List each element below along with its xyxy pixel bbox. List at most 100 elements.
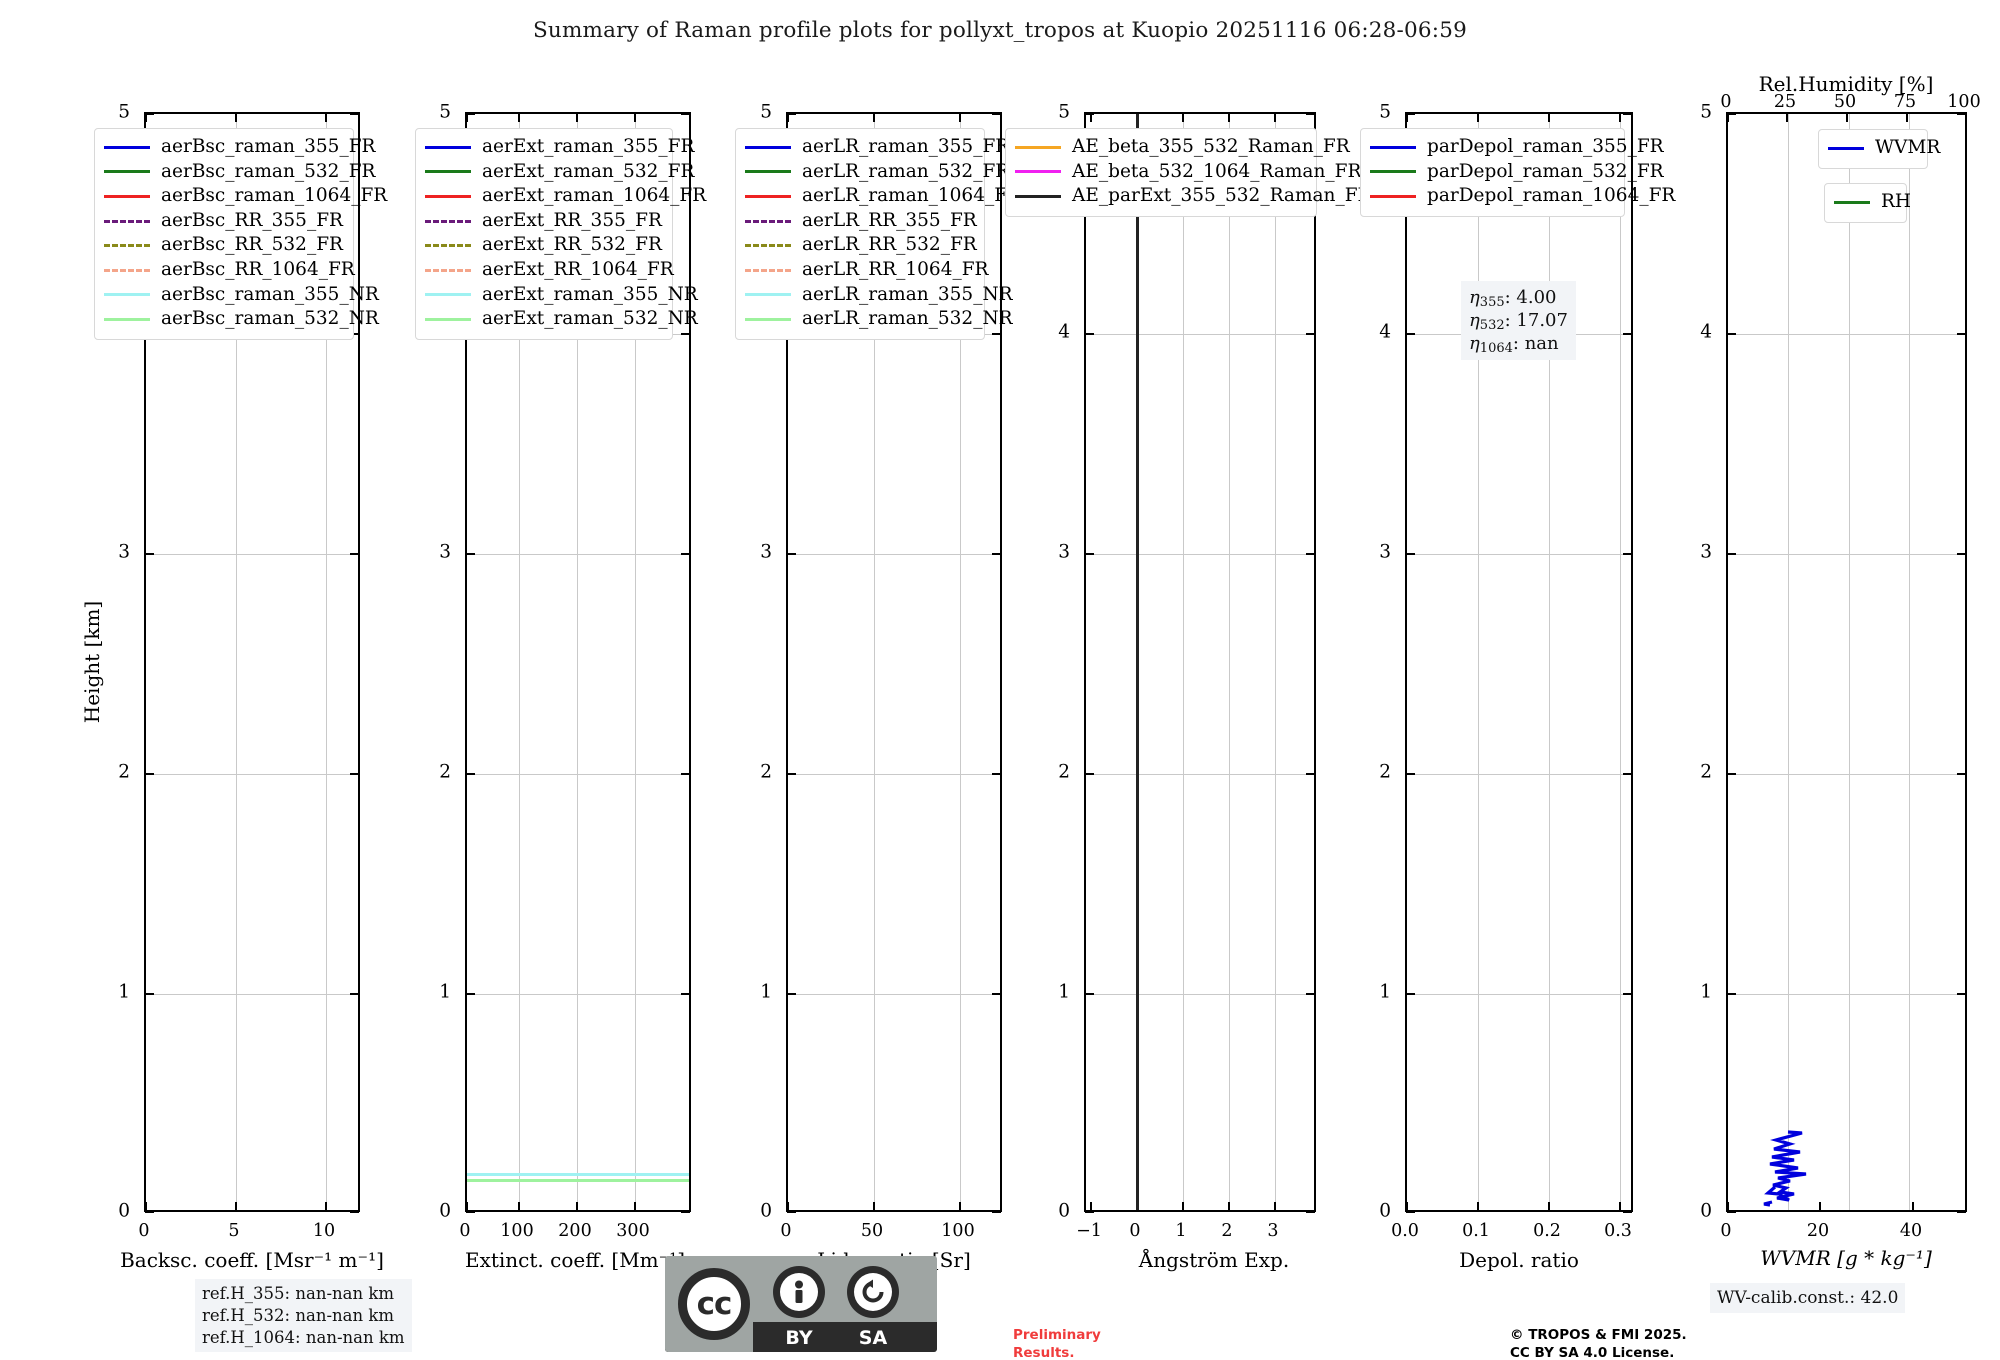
gridline [1086,994,1314,995]
legend-label: aerLR_RR_532_FR [802,234,977,256]
x-tick [1619,113,1621,122]
y-tick-label: 3 [439,541,451,563]
x-tick-label: 0 [1720,1221,1732,1241]
y-tick [1957,113,1966,115]
gridline [146,774,358,775]
legend-item[interactable]: aerExt_raman_532_NR [425,307,698,332]
y-tick [1306,1211,1315,1213]
legend-label: aerBsc_RR_355_FR [161,209,343,231]
x-tick [1406,113,1408,122]
y-tick [1623,773,1632,775]
y-tick [350,333,359,335]
y-tick-label: 1 [1379,981,1391,1003]
wv-calib-box: WV-calib.const.: 42.0 [1710,1283,1906,1314]
legend-angstrom[interactable]: AE_beta_355_532_Raman_FR AE_beta_532_106… [1005,128,1371,217]
legend-item[interactable]: RH [1834,190,1911,215]
y-tick-label: 3 [1058,541,1070,563]
legend-depol-ratio[interactable]: parDepol_raman_355_FR parDepol_raman_532… [1360,128,1675,217]
y-tick [1085,773,1094,775]
legend-item[interactable]: aerBsc_RR_532_FR [104,233,344,258]
legend-backscatter[interactable]: aerBsc_raman_355_FR aerBsc_raman_532_FR … [94,128,387,340]
rh-tick [1906,113,1908,122]
x-tick [1819,1202,1821,1211]
legend-label: aerLR_raman_1064_FR [802,185,1021,207]
x-tick-label: 0 [459,1221,471,1241]
legend-item[interactable]: aerBsc_raman_355_NR [104,283,379,308]
legend-item[interactable]: aerExt_raman_355_FR [425,135,694,160]
legend-lidar-ratio[interactable]: aerLR_raman_355_FR aerLR_raman_532_FR ae… [735,128,1021,340]
legend-rh[interactable]: RH [1824,183,1911,223]
x-tick [1228,1202,1230,1211]
y-tick [1406,333,1415,335]
legend-item[interactable]: WVMR [1828,136,1940,161]
legend-item[interactable]: aerExt_raman_355_NR [425,283,698,308]
gridline [1788,114,1789,1210]
legend-label: aerExt_raman_532_FR [482,160,695,182]
sa-share-alike-icon [847,1266,899,1318]
gridline [146,554,358,555]
y-tick-label: 3 [1379,541,1391,563]
y-tick-label: 1 [439,981,451,1003]
legend-item[interactable]: aerExt_RR_355_FR [425,209,663,234]
legend-item[interactable]: aerBsc_raman_532_NR [104,307,379,332]
legend-item[interactable]: aerLR_RR_355_FR [745,209,977,234]
y-tick [1085,113,1094,115]
gridline [1407,774,1631,775]
rh-tick-label: 100 [1947,92,1981,112]
legend-item[interactable]: aerLR_RR_1064_FR [745,258,989,283]
x-tick [634,1202,636,1211]
legend-item[interactable]: parDepol_raman_355_FR [1370,135,1664,160]
eta-1064-row: η1064: nan [1469,333,1559,357]
legend-item[interactable]: aerExt_RR_1064_FR [425,258,674,283]
legend-extinction[interactable]: aerExt_raman_355_FR aerExt_raman_532_FR … [415,128,706,340]
person-glyph [795,1280,803,1303]
legend-wvmr[interactable]: WVMR [1818,129,1940,169]
legend-item[interactable]: aerBsc_RR_355_FR [104,209,344,234]
legend-item[interactable]: aerLR_RR_532_FR [745,233,977,258]
legend-item[interactable]: aerLR_raman_355_NR [745,283,1013,308]
legend-item[interactable]: aerBsc_raman_1064_FR [104,184,387,209]
legend-item[interactable]: parDepol_raman_532_FR [1370,160,1664,185]
legend-item[interactable]: aerLR_raman_355_FR [745,135,1009,160]
legend-label: aerBsc_raman_1064_FR [161,185,388,207]
legend-item[interactable]: parDepol_raman_1064_FR [1370,184,1675,209]
legend-label: aerLR_raman_532_NR [802,308,1013,330]
legend-item[interactable]: AE_beta_532_1064_Raman_FR [1015,160,1361,185]
y-tick [1406,113,1415,115]
legend-item[interactable]: aerExt_raman_1064_FR [425,184,706,209]
legend-item[interactable]: aerLR_raman_1064_FR [745,184,1021,209]
rh-tick [1965,113,1967,122]
y-tick-label: 4 [1058,321,1070,343]
legend-item[interactable]: aerBsc_RR_1064_FR [104,258,355,283]
sa-inner [854,1273,892,1311]
legend-item[interactable]: aerLR_raman_532_FR [745,160,1009,185]
eta-symbol: η [1469,333,1480,355]
legend-item[interactable]: AE_beta_355_532_Raman_FR [1015,135,1350,160]
legend-label: aerBsc_RR_1064_FR [161,259,355,281]
y-tick [1406,1211,1415,1213]
x-tick [1228,113,1230,122]
y-tick [350,1211,359,1213]
legend-item[interactable]: aerBsc_raman_532_FR [104,160,375,185]
legend-label: aerExt_raman_355_NR [482,283,698,305]
legend-item[interactable]: aerExt_raman_532_FR [425,160,694,185]
gridline [146,994,358,995]
legend-item[interactable]: aerLR_raman_532_NR [745,307,1013,332]
gridline [1407,554,1631,555]
legend-label: RH [1881,191,1912,213]
series-wvmr [1763,1130,1807,1207]
legend-item[interactable]: aerExt_RR_532_FR [425,233,663,258]
y-tick [1623,333,1632,335]
y-tick [1727,993,1736,995]
x-tick [325,113,327,122]
x-tick [1182,113,1184,122]
legend-item[interactable]: AE_parExt_355_532_Raman_FR [1015,184,1371,209]
legend-label: parDepol_raman_1064_FR [1427,185,1676,207]
x-tick [1548,1202,1550,1211]
y-tick [992,333,1001,335]
copyright-note: © TROPOS & FMI 2025. CC BY SA 4.0 Licens… [1510,1327,1687,1360]
gridline [1728,994,1965,995]
legend-item[interactable]: aerBsc_raman_355_FR [104,135,375,160]
y-tick-label: 2 [439,761,451,783]
x-tick-label: 0.0 [1391,1221,1419,1241]
